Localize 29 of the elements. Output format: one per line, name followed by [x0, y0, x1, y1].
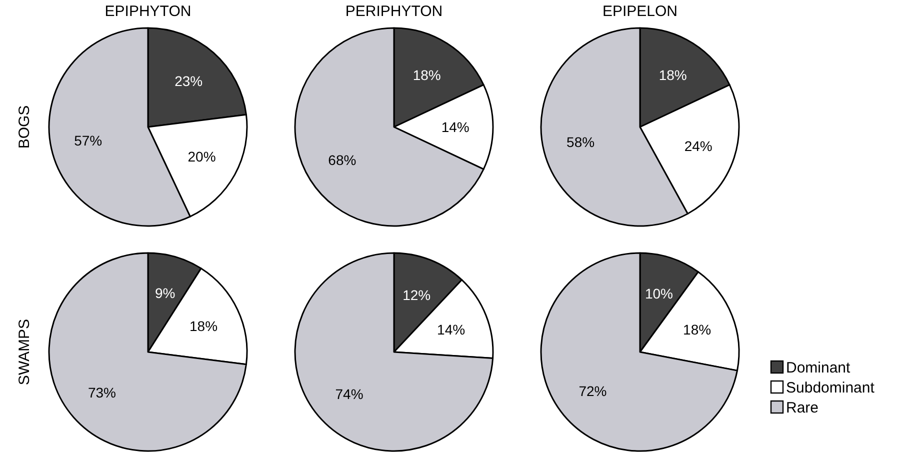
data-label: 74%	[335, 386, 364, 402]
data-label: 72%	[578, 383, 607, 400]
data-label: 14%	[441, 118, 470, 135]
data-label: 58%	[566, 134, 595, 150]
pie-slice	[48, 252, 247, 452]
legend-label: Rare	[786, 399, 819, 416]
text: SWAMPS	[16, 318, 33, 386]
text: BOGS	[16, 105, 33, 149]
pie-slice	[540, 252, 738, 452]
data-label: 23%	[174, 72, 203, 89]
pie-slice	[294, 252, 494, 452]
data-label: 18%	[658, 67, 687, 84]
data-label: 10%	[644, 286, 673, 302]
legend-label: Subdominant	[786, 379, 876, 396]
legend-label: Dominant	[786, 359, 852, 376]
data-label: 14%	[437, 321, 466, 338]
data-label: 68%	[328, 152, 356, 168]
chart-title: EPIPELON	[602, 3, 678, 20]
chart-title: PERIPHYTON	[345, 3, 443, 20]
data-label: 12%	[402, 286, 431, 303]
chart-title: EPIPHYTON	[104, 3, 192, 20]
data-label: 18%	[190, 318, 218, 334]
data-label: 73%	[88, 384, 116, 400]
data-label: 57%	[74, 132, 102, 148]
data-label: 24%	[684, 138, 712, 154]
data-label: 18%	[412, 67, 441, 84]
data-label: 18%	[683, 321, 712, 338]
data-label: 20%	[188, 148, 216, 164]
data-label: 9%	[155, 284, 176, 301]
